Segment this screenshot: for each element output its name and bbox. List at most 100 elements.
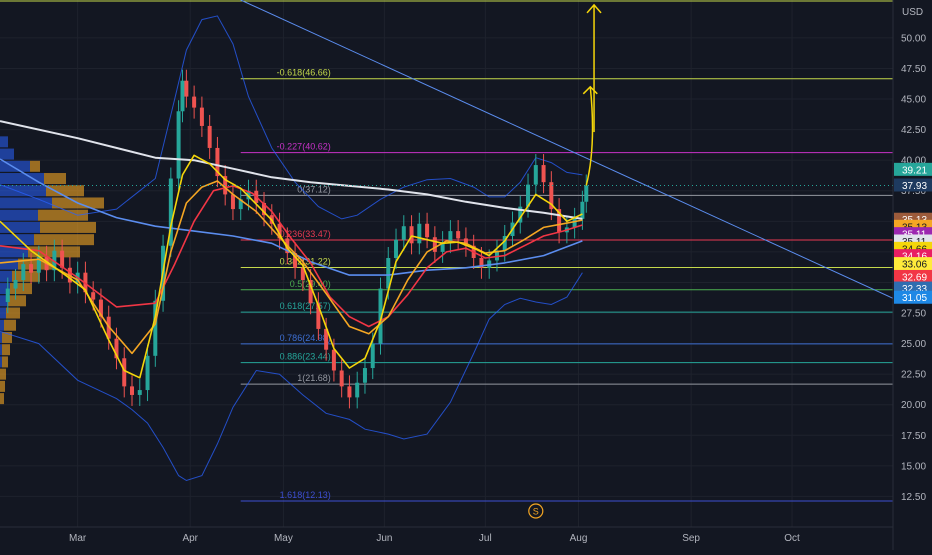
volume-profile-bar [2, 344, 10, 356]
price-tag-badge [894, 162, 932, 176]
fib-level-label: 0.786(24.98) [280, 333, 331, 343]
volume-profile-bar [0, 234, 34, 246]
candle-body [145, 355, 150, 391]
candle-body [13, 280, 18, 289]
fib-retracement: -0.618(46.66) -0.227(40.62) 0(37.12) 0.236(… [240, 68, 893, 502]
price-tag-label: 39.21 [902, 165, 927, 176]
event-badge-icon [528, 503, 544, 519]
candle-body [432, 237, 437, 252]
volume-profile-bar [30, 160, 40, 172]
fib-level-label: 1.618(12.13) [280, 490, 331, 500]
candle-body [180, 80, 185, 112]
price-tick-label: 47.50 [901, 64, 926, 75]
candle-body [21, 264, 26, 281]
price-tag-label: 37.93 [902, 181, 927, 192]
descending-trendline [240, 0, 893, 299]
time-tick-label: Jun [376, 533, 392, 544]
time-tick-label: Oct [784, 533, 800, 544]
price-tag-badge [894, 269, 932, 283]
fib-level-label: 0.618(27.57) [280, 301, 331, 311]
candle-body [362, 368, 367, 383]
time-tick-label: Apr [182, 533, 198, 544]
fib-level-label: -0.227(40.62) [277, 142, 331, 152]
fib-level-label: 0.886(23.44) [280, 352, 331, 362]
candle-body [137, 390, 142, 395]
volume-profile-bar [0, 380, 5, 392]
candle-body [479, 257, 484, 268]
candle-body [91, 292, 96, 300]
price-tag-label: 32.33 [902, 284, 927, 295]
candle-body [130, 386, 135, 395]
candle-body [29, 264, 34, 273]
candle-body [401, 226, 406, 240]
volume-profile-bar [46, 185, 84, 197]
volume-profile-bar [34, 234, 94, 246]
candle-body [526, 184, 531, 207]
candle-body [370, 343, 375, 369]
candle-body [52, 250, 57, 271]
volume-profile-bar [0, 160, 30, 172]
price-tick-label: 25.00 [901, 339, 926, 350]
volume-profile-bar [18, 258, 54, 270]
candle-body [262, 202, 267, 216]
candle-body [502, 235, 507, 251]
price-axis: USD12.5015.0017.5020.0022.5025.0027.5030… [892, 0, 932, 550]
candle-body [494, 250, 499, 261]
candle-body [386, 257, 391, 289]
candle-body [347, 386, 352, 398]
volume-profile-bar [0, 270, 12, 282]
volume-profile-bar [0, 319, 4, 331]
volume-profile-bar [4, 319, 16, 331]
candle-body [199, 107, 204, 126]
volume-profile-bar [0, 295, 8, 307]
candle-body [518, 206, 523, 223]
event-badge-label: S [533, 507, 539, 517]
volume-profile-bar [0, 331, 2, 343]
volume-profile-bar [0, 246, 28, 258]
fib-level-label: -0.618(46.66) [277, 68, 331, 78]
price-tag-badge [894, 290, 932, 304]
candle-body [308, 280, 313, 304]
volume-profile-bar [0, 258, 18, 270]
candle-body [215, 147, 220, 177]
volume-profile-bar [0, 344, 2, 356]
price-tag-badge [894, 257, 932, 271]
candle-body [5, 288, 10, 303]
time-tick-label: Sep [682, 533, 700, 544]
currency-label: USD [902, 7, 923, 18]
candle-body [580, 201, 585, 219]
candle-body [316, 303, 321, 329]
volume-profile-bar [0, 136, 8, 148]
bollinger-lower-band [0, 272, 583, 482]
candle-body [448, 231, 453, 243]
candle-body [440, 242, 445, 252]
candle-body [36, 256, 41, 273]
volume-profile-bar [38, 209, 88, 221]
price-tick-label: 42.50 [901, 125, 926, 136]
candle-body [277, 223, 282, 239]
price-tick-label: 37.50 [901, 186, 926, 197]
time-axis: Mar Apr May Jun Jul Aug Sep Oct [0, 526, 893, 544]
candle-body [549, 182, 554, 210]
volume-profile-bar [6, 307, 20, 319]
candle-body [425, 223, 430, 238]
price-tag-label: 33.06 [902, 260, 927, 271]
time-tick-label: Aug [570, 533, 588, 544]
fib-level-label: 0(37.12) [297, 184, 331, 194]
candle-body [456, 231, 461, 239]
candle-body [223, 176, 228, 195]
moving-average-line [0, 180, 583, 355]
volume-profile [0, 136, 104, 405]
plot-area: -0.618(46.66) -0.227(40.62) 0(37.12) 0.236(… [0, 0, 893, 502]
volume-profile-bar [0, 221, 40, 233]
candle-body [238, 199, 243, 210]
bollinger-upper-band [0, 15, 583, 220]
candle-body [153, 300, 158, 356]
fib-level-label: 1(21.68) [297, 373, 331, 383]
price-tick-label: 17.50 [901, 431, 926, 442]
candle-body [192, 96, 197, 108]
candle-body [409, 226, 414, 244]
candle-body [246, 190, 251, 200]
